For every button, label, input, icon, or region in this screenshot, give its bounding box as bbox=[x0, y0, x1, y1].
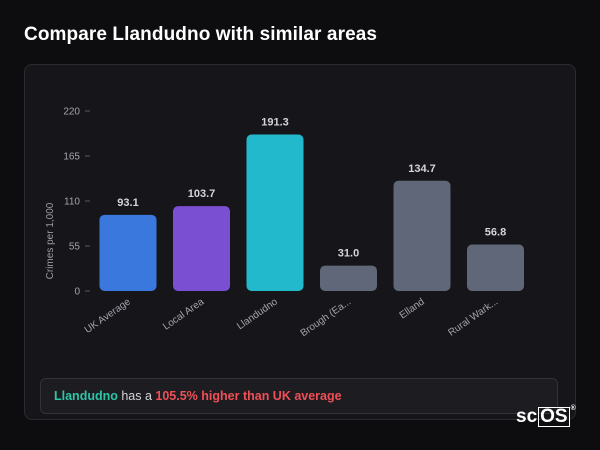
summary-text: has a bbox=[117, 389, 156, 403]
summary-place: Llandudno bbox=[54, 389, 118, 403]
bar[interactable] bbox=[173, 206, 230, 291]
summary-stat: 105.5% higher than UK average bbox=[155, 389, 342, 403]
bar[interactable] bbox=[99, 214, 157, 291]
bar-value-label: 93.1 bbox=[117, 197, 138, 209]
bar[interactable] bbox=[320, 265, 377, 291]
brand-logo: sc OS ® bbox=[516, 405, 576, 427]
x-tick-label: Brough (Ea... bbox=[299, 296, 354, 339]
x-tick-label: UK Average bbox=[83, 296, 133, 336]
logo-registered-mark: ® bbox=[570, 405, 576, 412]
bar[interactable] bbox=[467, 244, 524, 291]
logo-boxed: OS bbox=[538, 406, 570, 427]
comparison-summary: Llandudno has a 105.5% higher than UK av… bbox=[40, 378, 558, 414]
logo-prefix: sc bbox=[516, 406, 538, 427]
bar-series: 93.1 UK Average 103.7 Local Area 191.3 Llandu… bbox=[83, 116, 524, 339]
y-tick-label: 110 bbox=[64, 197, 80, 208]
page-title: Compare Llandudno with similar areas bbox=[24, 24, 378, 45]
y-axis: 0 55 110 165 220 bbox=[63, 107, 90, 298]
bar-value-label: 103.7 bbox=[188, 188, 216, 200]
chart-card: Crimes per 1,000 0 55 110 165 220 93.1 UK Ave… bbox=[24, 64, 576, 420]
y-tick-label: 220 bbox=[63, 107, 80, 118]
y-tick-label: 0 bbox=[74, 287, 80, 298]
bar[interactable] bbox=[246, 134, 304, 291]
bar-value-label: 56.8 bbox=[485, 227, 506, 239]
x-tick-label: Rural Wark... bbox=[446, 296, 500, 338]
bar-value-label: 191.3 bbox=[261, 116, 289, 128]
y-tick-label: 55 bbox=[69, 242, 81, 253]
bar-chart: Crimes per 1,000 0 55 110 165 220 93.1 UK Ave… bbox=[45, 107, 524, 339]
y-axis-label: Crimes per 1,000 bbox=[45, 202, 56, 279]
bar-value-label: 31.0 bbox=[338, 248, 359, 260]
bar[interactable] bbox=[393, 180, 451, 291]
x-tick-label: Llandudno bbox=[235, 296, 280, 332]
bar-value-label: 134.7 bbox=[408, 163, 436, 175]
y-tick-label: 165 bbox=[63, 152, 80, 163]
x-tick-label: Elland bbox=[398, 296, 427, 321]
x-tick-label: Local Area bbox=[161, 296, 206, 332]
